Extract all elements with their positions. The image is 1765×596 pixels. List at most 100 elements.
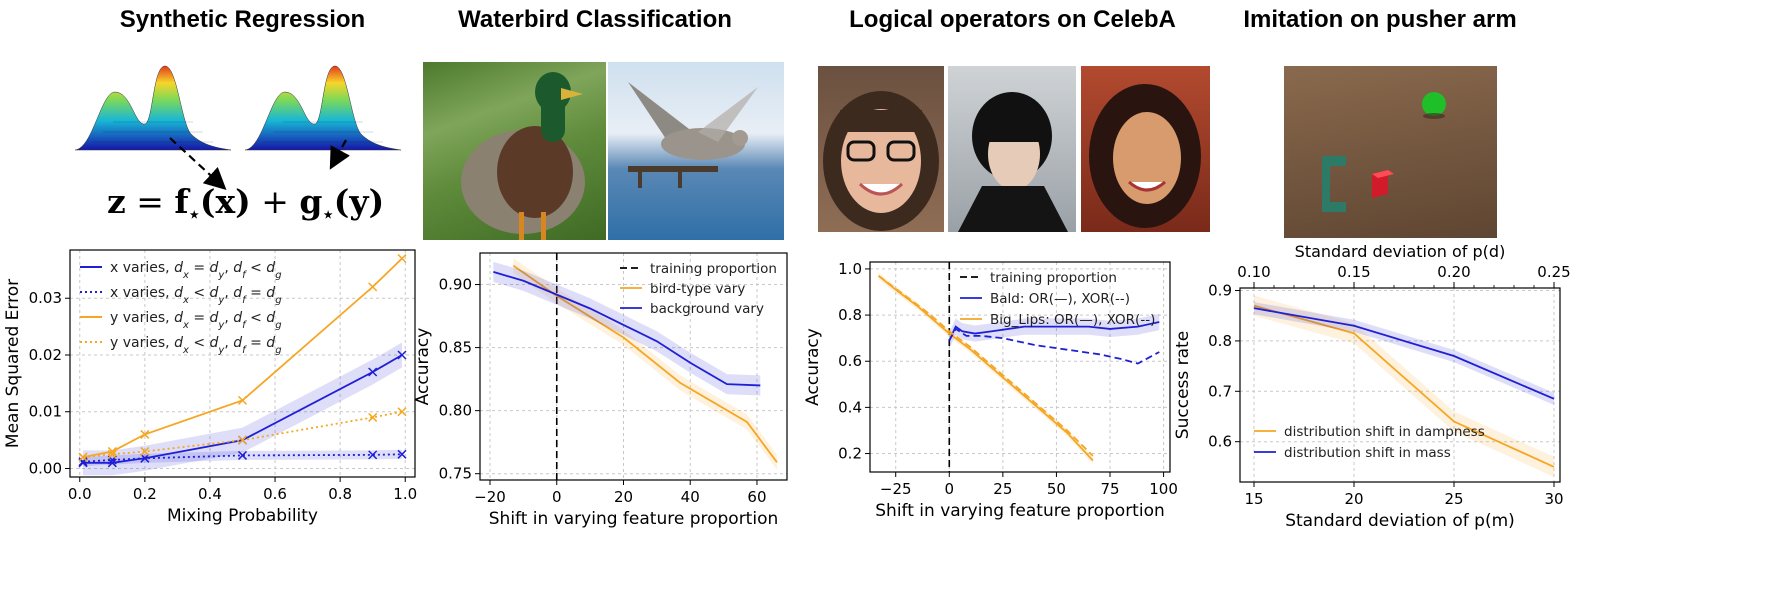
y-tick-label: 0.01: [29, 403, 62, 421]
equation-lhs: z: [107, 182, 126, 221]
x2-tick-label: 0.25: [1537, 263, 1570, 281]
series-line-1: [948, 321, 1160, 341]
legend-entry: Bald: OR(—), XOR(--): [990, 291, 1130, 307]
y-tick-label: 0.80: [439, 402, 472, 420]
x-tick-label: −20: [474, 488, 506, 506]
data-point-marker: [368, 367, 378, 377]
y-axis-label: Success rate: [1173, 331, 1193, 439]
y-tick-label: 0.90: [439, 276, 472, 294]
x-tick-label: 25: [993, 480, 1012, 498]
y-tick-label: 0.8: [838, 306, 862, 324]
panel-title-celeba: Logical operators on CelebA: [849, 6, 1176, 33]
x-tick-label: 25: [1444, 490, 1463, 508]
data-point-marker: [397, 350, 407, 360]
x-tick-label: 0.0: [68, 485, 92, 503]
series-line-1: [82, 453, 402, 463]
x-tick-label: 0: [945, 480, 955, 498]
face-photo-woman: [1081, 66, 1210, 232]
series-band-2: [878, 272, 1093, 464]
chart-c4: 15 20 25 30 0.6 0.7 0.8 0.9 0.10 0.15 0.20 0.25 Stan…: [1173, 242, 1571, 531]
equation-star-1: ⋆: [188, 204, 200, 226]
x-tick-label: 75: [1100, 480, 1119, 498]
y-tick-label: 0.6: [1208, 433, 1232, 451]
y-axis-label: Mean Squared Error: [3, 279, 23, 448]
legend-entry: x varies, dx < dy, df = dg: [110, 285, 282, 306]
series-band-1: [949, 313, 1160, 349]
x-tick-label: 20: [1344, 490, 1363, 508]
chart-c1: 0.0 0.2 0.4 0.6 0.8 1.0 0.00 0.01 0.02 0.03 Mixing…: [3, 249, 417, 526]
legend-entry: x varies, dx = dy, df < dg: [110, 260, 282, 281]
equation-x: (x): [199, 182, 251, 221]
plot-frame: [479, 252, 788, 481]
y-axis-label: Accuracy: [413, 328, 433, 406]
gull-photo: [608, 62, 784, 240]
data-point-marker: [368, 282, 378, 292]
y-tick-label: 0.75: [439, 465, 472, 483]
plot-frame: [1239, 287, 1561, 483]
dashed-arrows: [169, 137, 350, 190]
legend-entry: training proportion: [650, 261, 777, 277]
y-tick-label: 0.9: [1208, 282, 1232, 300]
face-photo-man: [948, 66, 1076, 232]
equation-f: f: [174, 182, 189, 221]
equation-y: (y): [333, 182, 385, 221]
x-tick-label: −25: [880, 480, 912, 498]
legend-entry: bird-type vary: [650, 281, 745, 297]
equation-g: g: [299, 182, 323, 221]
x-axis-label: Shift in varying feature proportion: [489, 509, 779, 529]
data-point-marker: [237, 450, 248, 460]
x-tick-label: 0.6: [263, 485, 287, 503]
y-tick-label: 0.8: [1208, 332, 1232, 350]
x-tick-label: 0.8: [328, 485, 352, 503]
equation-equals: =: [125, 182, 175, 221]
data-point-marker: [397, 449, 407, 459]
legend-entry: Big_Lips: OR(—), XOR(--): [990, 312, 1155, 328]
y-axis-label: Accuracy: [803, 328, 823, 406]
series-line-4: [878, 275, 1094, 457]
face-photo-woman-glasses: [818, 66, 944, 232]
chart-c3: −25 0 25 50 75 100 0.2 0.4 0.6 0.8 1.0 Shift in var…: [803, 260, 1178, 521]
data-point-marker: [140, 446, 150, 456]
y-tick-label: 0.6: [838, 352, 862, 370]
x-tick-label: 0.4: [198, 485, 222, 503]
y-tick-label: 0.85: [439, 339, 472, 357]
data-point-marker: [397, 253, 407, 264]
equation: z = f⋆(x) + g⋆(y): [107, 182, 384, 226]
series-line-0: [1253, 304, 1555, 468]
x-axis-label: Standard deviation of p(m): [1285, 511, 1515, 531]
legend-entry: training proportion: [990, 270, 1117, 286]
y-tick-label: 0.00: [29, 459, 62, 477]
panel-title-pusher-arm: Imitation on pusher arm: [1243, 6, 1517, 33]
y-tick-label: 1.0: [838, 260, 862, 278]
series-band-1: [83, 449, 402, 467]
panel-title-waterbird: Waterbird Classification: [458, 6, 732, 33]
data-point-marker: [237, 435, 248, 445]
y-tick-label: 0.02: [29, 346, 62, 364]
x-tick-label: 0: [552, 488, 562, 506]
y-tick-label: 0.7: [1208, 382, 1232, 400]
data-point-marker: [237, 395, 248, 405]
data-point-marker: [368, 450, 378, 460]
panel-title-synthetic-regression: Synthetic Regression: [119, 6, 366, 33]
x-tick-label: 0.2: [133, 485, 157, 503]
legend-entry: y varies, dx = dy, df < dg: [110, 310, 282, 331]
plot-frame: [69, 249, 416, 478]
x-tick-label: 30: [1544, 490, 1563, 508]
chart-c2: −20 0 20 40 60 0.75 0.80 0.85 0.90 Shift in varyi…: [413, 252, 788, 529]
data-point-marker: [78, 452, 88, 462]
gaussian-mound-right: [244, 65, 402, 151]
x-axis-label: Mixing Probability: [167, 506, 318, 526]
x-axis-label: Shift in varying feature proportion: [875, 501, 1165, 521]
x-tick-label: 40: [681, 488, 700, 506]
series-band-1: [513, 258, 777, 470]
duck-photo: [423, 62, 606, 240]
x2-axis-label: Standard deviation of p(d): [1295, 242, 1506, 261]
y-tick-label: 0.03: [29, 289, 62, 307]
series-line-2: [878, 275, 1094, 462]
x-tick-label: 15: [1244, 490, 1263, 508]
x2-tick-label: 0.20: [1437, 263, 1470, 281]
x-tick-label: 100: [1149, 480, 1178, 498]
x-tick-label: 60: [747, 488, 766, 506]
data-point-marker: [140, 429, 150, 439]
